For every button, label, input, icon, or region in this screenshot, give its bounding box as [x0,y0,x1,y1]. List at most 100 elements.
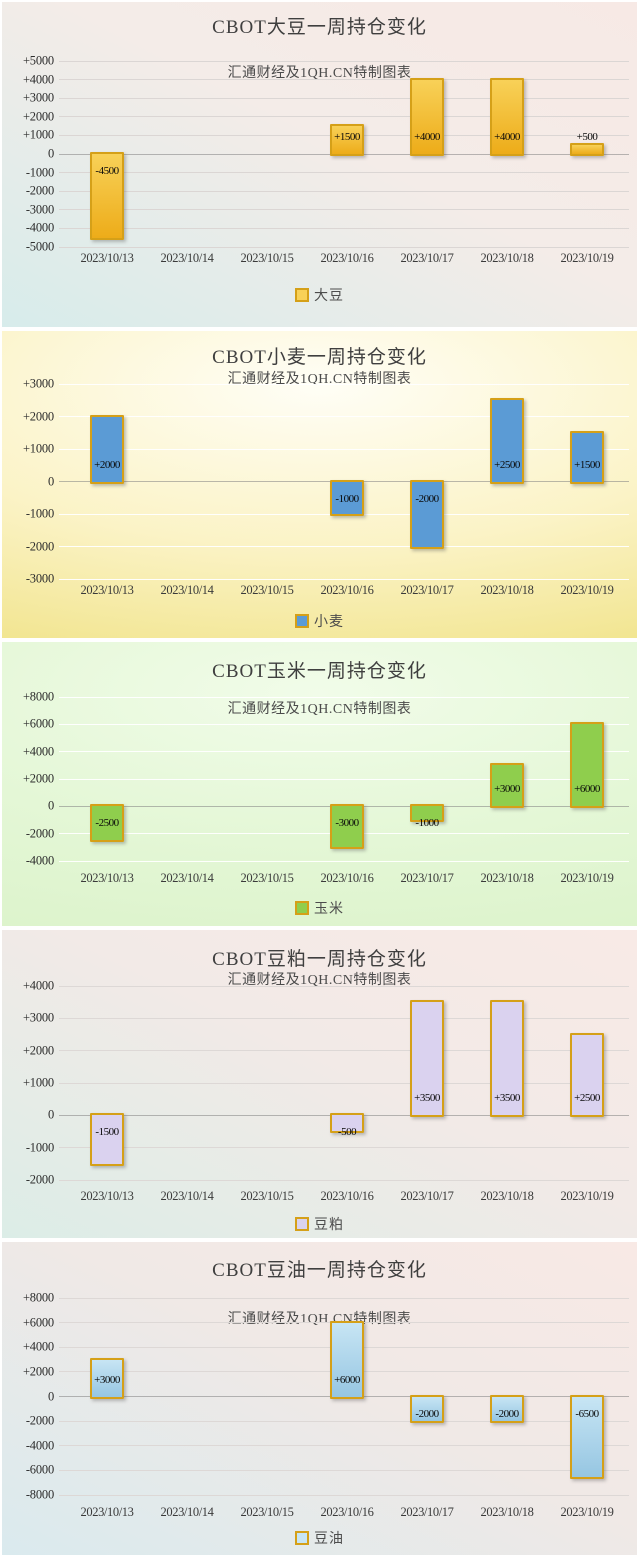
bar-value-label: -1500 [95,1126,119,1139]
x-axis-tick-label: 2023/10/17 [400,583,454,597]
bar-value-label: -4500 [95,165,119,177]
bar-2023/10/13 [90,1357,124,1399]
bar-value-label: -3000 [335,817,359,830]
y-axis-tick-label: -8000 [25,1487,54,1502]
bar-2023/10/19 [570,142,604,156]
bar-2023/10/17 [410,479,444,549]
y-axis-tick-label: -3000 [25,571,54,586]
bar-value-label: +3500 [494,1092,520,1105]
y-axis-tick-label: +2000 [22,409,54,423]
bar-value-label: +3500 [414,1092,440,1105]
bar-2023/10/17 [410,77,444,156]
y-axis-tick-label: +2000 [22,1043,54,1058]
bar-value-label: -6500 [575,1407,599,1420]
gridline [59,1179,629,1181]
y-axis-tick-label: +6000 [22,1315,54,1330]
gridline [59,1469,629,1471]
x-axis-tick-label: 2023/10/16 [320,1505,374,1519]
y-axis-tick-label: +4000 [22,978,54,993]
gridline [59,227,629,229]
bar-value-label: -2500 [95,817,119,830]
gridline [59,97,629,99]
bar-2023/10/13 [90,1113,124,1166]
legend: 大豆 [2,285,637,305]
y-axis-tick-label: +3000 [22,90,54,105]
x-axis-tick-label: 2023/10/18 [480,1189,534,1203]
x-axis-tick-label: 2023/10/15 [240,1189,294,1203]
gridline [59,1017,629,1019]
y-axis-tick-label: +3000 [22,1010,54,1025]
y-axis-tick-label: -2000 [25,826,54,841]
x-axis-tick-label: 2023/10/14 [160,1189,214,1203]
y-axis-tick-label: +4000 [22,72,54,87]
y-axis-tick-label: +8000 [22,1290,54,1305]
x-axis-tick-label: 2023/10/17 [400,1189,454,1203]
chart-title: CBOT大豆一周持仓变化 [212,17,427,38]
bar-2023/10/16 [330,479,364,516]
y-axis-tick-label: +1000 [22,127,54,142]
y-axis-tick-label: -1000 [25,1140,54,1155]
y-axis-tick-label: +1000 [22,441,54,456]
bar-value-label: +500 [576,131,598,143]
plot-area: +8000 +6000 +4000 +2000 0 -2000 -4000 -6000 -800… [2,1242,637,1555]
x-axis-tick-label: 2023/10/19 [560,1189,614,1203]
bar-2023/10/17 [410,804,444,822]
x-axis-tick-label: 2023/10/13 [80,251,134,265]
gridline [59,246,629,248]
x-axis-tick-label: 2023/10/19 [560,251,614,265]
bar-value-label: +4000 [494,131,520,143]
chart-subtitle: 汇通财经及1QH.CN特制图表 [227,66,412,81]
bar-2023/10/16 [330,124,364,156]
chart-panel-soybean: CBOT大豆一周持仓变化 汇通财经及1QH.CN特制图表 +5000 +4000 +… [0,0,639,329]
y-axis-tick-label: -4000 [25,1438,54,1453]
bar-2023/10/18 [490,77,524,156]
x-axis-tick-label: 2023/10/18 [480,583,534,597]
plot-area: +5000 +4000 +3000 +2000 +1000 0 -1000 -2000 -300… [2,2,637,327]
gridline [59,1147,629,1149]
plot-area: +3000 +2000 +1000 0 -1000 -2000 -3000 2023/10/1… [2,331,637,638]
bar-value-label: +4000 [414,131,440,143]
bar-value-label: +3000 [494,783,520,796]
x-axis-tick-label: 2023/10/14 [160,871,214,885]
legend: 豆油 [2,1528,637,1548]
gridline [59,778,629,780]
gridline [59,1445,629,1447]
y-axis-tick-label: -5000 [25,239,54,254]
legend-marker-icon [295,614,309,628]
bar-value-label: -500 [337,1126,357,1139]
bar-value-label: +2000 [94,458,120,471]
y-axis-tick-label: -4000 [25,220,54,235]
y-axis-tick-label: +2000 [22,1364,54,1379]
chart-title: CBOT玉米一周持仓变化 [212,661,427,682]
bar-value-label: -1000 [335,492,359,505]
gridline [59,546,629,547]
legend-label: 豆油 [314,1532,344,1547]
y-axis-tick-label: 0 [47,798,54,813]
y-axis-tick-label: +8000 [22,689,54,704]
x-axis-tick-label: 2023/10/19 [560,583,614,597]
y-axis-tick-label: -2000 [25,1172,54,1187]
x-axis-tick-label: 2023/10/15 [240,871,294,885]
gridline [59,1494,629,1496]
x-axis-tick-label: 2023/10/16 [320,1189,374,1203]
plot-area: +4000 +3000 +2000 +1000 0 -1000 -2000 2023/10/1… [2,930,637,1238]
gridline [59,116,629,118]
gridline [59,696,629,698]
gridline [59,985,629,987]
bar-2023/10/13 [90,152,124,240]
gridline [59,1050,629,1052]
bar-2023/10/13 [90,804,124,843]
gridline [59,751,629,753]
y-axis-tick-label: 0 [47,1107,54,1122]
y-axis-tick-label: -2000 [25,183,54,198]
x-axis-tick-label: 2023/10/13 [80,1189,134,1203]
x-axis-tick-label: 2023/10/18 [480,1505,534,1519]
bar-value-label: +3000 [94,1373,120,1386]
bar-value-label: -1000 [415,817,439,830]
bar-2023/10/17 [410,1000,444,1118]
bar-value-label: +2500 [574,1092,600,1105]
bar-2023/10/18 [490,1394,524,1424]
bar-2023/10/16 [330,1113,364,1134]
gridline [59,578,629,580]
x-axis-tick-label: 2023/10/18 [480,871,534,885]
